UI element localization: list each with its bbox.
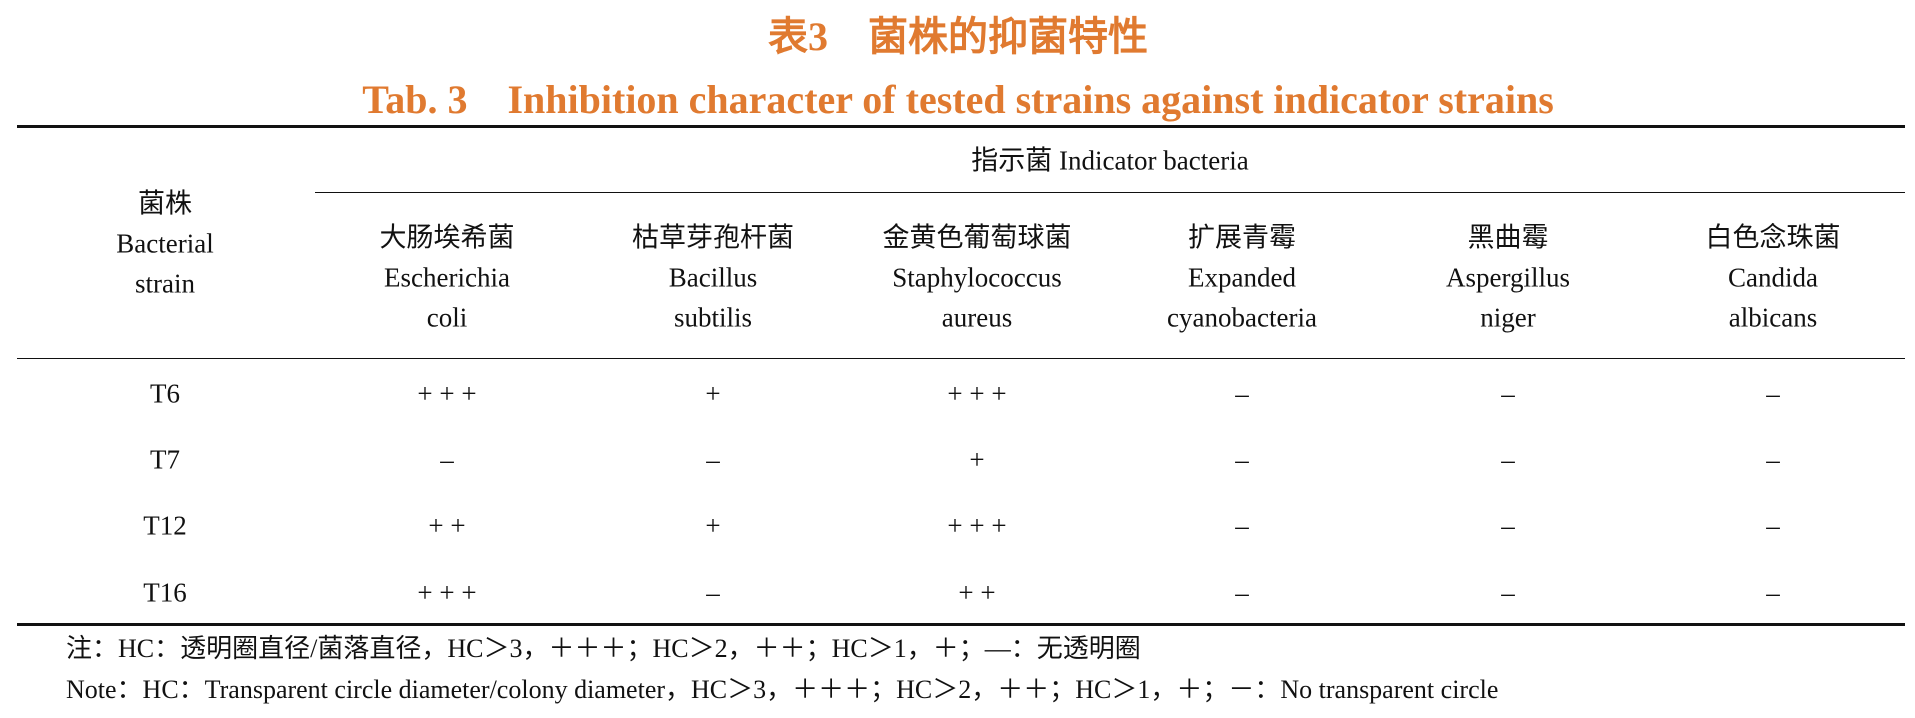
table-cell: + + bbox=[958, 577, 996, 608]
table-cell: – bbox=[1235, 444, 1249, 475]
row-label: T7 bbox=[150, 444, 180, 475]
table-cell: – bbox=[1766, 378, 1780, 409]
column-header: 枯草芽孢杆菌 bbox=[632, 222, 794, 253]
column-header: Expanded bbox=[1188, 262, 1296, 293]
column-header: 白色念珠菌 bbox=[1705, 222, 1841, 253]
column-header: Aspergillus bbox=[1445, 262, 1571, 293]
table-cell: + + + bbox=[947, 510, 1007, 541]
column-header: Candida bbox=[1728, 262, 1818, 293]
column-header: subtilis bbox=[673, 302, 753, 333]
column-header: Staphylococcus bbox=[892, 262, 1062, 293]
table-cell: + + + bbox=[417, 378, 477, 409]
table-cell: + bbox=[969, 444, 985, 475]
table-cell: – bbox=[440, 444, 454, 475]
table-cell: – bbox=[1235, 510, 1249, 541]
column-header: Escherichia bbox=[384, 262, 510, 293]
group-rule bbox=[315, 192, 1905, 193]
row-label: T6 bbox=[150, 378, 180, 409]
column-header: cyanobacteria bbox=[1167, 302, 1317, 333]
column-header: niger bbox=[1480, 302, 1536, 333]
column-header: 扩展青霉 bbox=[1188, 222, 1296, 253]
bottom-rule bbox=[17, 623, 1905, 626]
column-header: Bacillus bbox=[668, 262, 758, 293]
top-rule bbox=[17, 125, 1905, 128]
column-header: albicans bbox=[1728, 302, 1818, 333]
column-header: aureus bbox=[941, 302, 1013, 333]
table-cell: – bbox=[1501, 577, 1515, 608]
column-header: 大肠埃希菌 bbox=[379, 222, 515, 253]
table-cell: + + + bbox=[417, 577, 477, 608]
table-cell: – bbox=[1501, 444, 1515, 475]
row-header: 菌株 bbox=[138, 188, 192, 219]
title-en: Tab. 3 Inhibition character of tested st… bbox=[362, 77, 1554, 122]
table-cell: – bbox=[1501, 510, 1515, 541]
note: Note：HC：Transparent circle diameter/colo… bbox=[66, 675, 1499, 704]
table-cell: + + + bbox=[947, 378, 1007, 409]
column-header: 金黄色葡萄球菌 bbox=[882, 222, 1072, 253]
table-cell: – bbox=[706, 577, 720, 608]
table-cell: + bbox=[705, 378, 721, 409]
row-header: Bacterial bbox=[116, 228, 214, 259]
table-cell: – bbox=[1235, 378, 1249, 409]
table-cell: – bbox=[706, 444, 720, 475]
row-header: strain bbox=[135, 268, 195, 299]
column-header: coli bbox=[426, 302, 468, 333]
header-rule bbox=[17, 358, 1905, 359]
group-header: 指示菌 Indicator bacteria bbox=[971, 145, 1249, 176]
table-cell: – bbox=[1501, 378, 1515, 409]
table-cell: – bbox=[1766, 510, 1780, 541]
title-cn: 表3 菌株的抑菌特性 bbox=[768, 14, 1148, 59]
column-header: 黑曲霉 bbox=[1467, 222, 1549, 253]
row-label: T12 bbox=[143, 510, 187, 541]
table-cell: – bbox=[1235, 577, 1249, 608]
table-cell: + + bbox=[428, 510, 466, 541]
table-cell: + bbox=[705, 510, 721, 541]
table-cell: – bbox=[1766, 444, 1780, 475]
table-cell: – bbox=[1766, 577, 1780, 608]
row-label: T16 bbox=[143, 577, 187, 608]
note: 注：HC：透明圈直径/菌落直径，HC＞3，＋＋＋；HC＞2，＋＋；HC＞1，＋；… bbox=[66, 634, 1141, 663]
